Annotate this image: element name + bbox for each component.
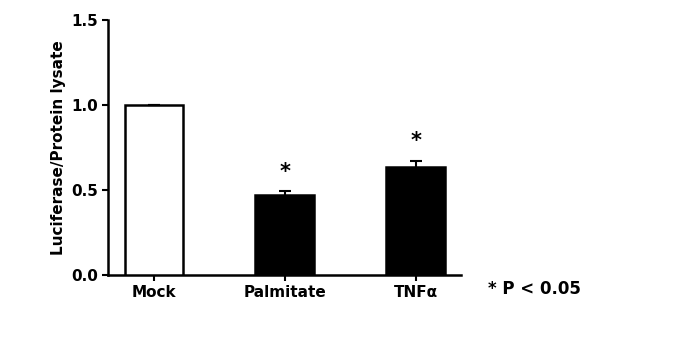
Bar <box>256 195 314 275</box>
Text: *: * <box>410 131 421 151</box>
Text: * P < 0.05: * P < 0.05 <box>488 280 581 298</box>
Text: *: * <box>279 162 290 182</box>
Bar <box>125 105 183 275</box>
Y-axis label: Luciferase/Protein lysate: Luciferase/Protein lysate <box>51 40 66 255</box>
Bar <box>386 167 445 275</box>
